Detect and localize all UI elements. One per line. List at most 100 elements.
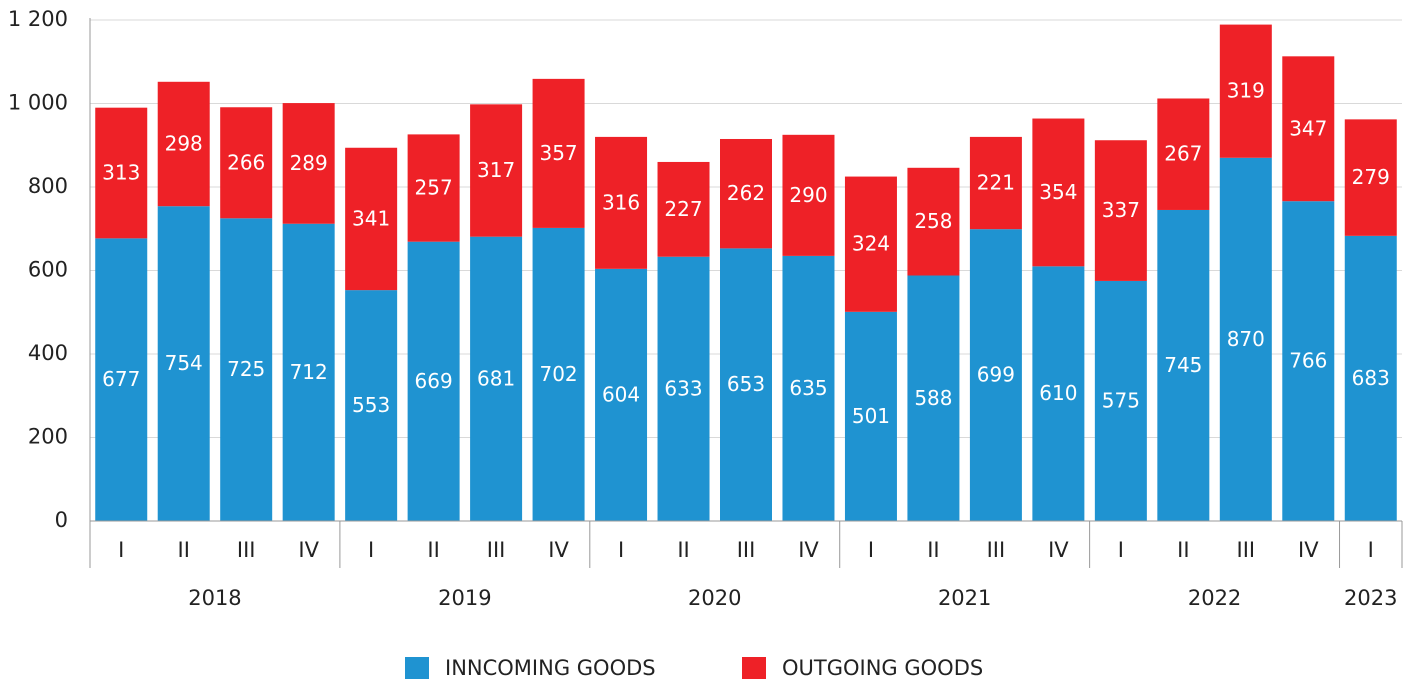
bar-segment <box>1344 235 1397 521</box>
y-tick-label: 400 <box>28 341 68 365</box>
value-label: 699 <box>977 363 1015 387</box>
group-label: 2018 <box>188 586 241 610</box>
group-label: 2020 <box>688 586 741 610</box>
bar-segment <box>282 223 335 522</box>
value-label: 289 <box>290 151 328 175</box>
value-label: 298 <box>165 131 203 155</box>
value-label: 501 <box>852 404 890 428</box>
bar-segment <box>1344 119 1397 236</box>
bar-segment <box>95 238 148 522</box>
bar-segment <box>407 134 460 242</box>
bar-segment <box>657 161 710 257</box>
bar-segment <box>1219 157 1272 521</box>
group-label: 2022 <box>1188 586 1241 610</box>
bar-segment <box>969 229 1022 522</box>
group-label: 2019 <box>438 586 491 610</box>
x-tick-label: I <box>1368 538 1374 562</box>
bar-segment <box>345 147 398 291</box>
value-label: 347 <box>1289 116 1327 140</box>
bar-segment <box>720 248 772 521</box>
x-tick-label: IV <box>1048 538 1069 562</box>
legend-label: OUTGOING GOODS <box>782 656 983 680</box>
bar-segment <box>844 176 897 312</box>
value-label: 575 <box>1102 388 1140 412</box>
value-label: 258 <box>914 209 952 233</box>
bar-segment <box>1032 266 1085 521</box>
value-label: 227 <box>664 197 702 221</box>
bar-segment <box>407 241 460 521</box>
value-label: 681 <box>477 366 515 390</box>
bar-segment <box>907 167 960 276</box>
value-label: 683 <box>1352 366 1390 390</box>
value-label: 702 <box>539 362 577 386</box>
legend-swatch <box>742 657 766 679</box>
group-label: 2021 <box>938 586 991 610</box>
bar-segment <box>282 103 335 224</box>
value-label: 653 <box>727 372 765 396</box>
value-label: 604 <box>602 382 640 406</box>
bar-segment <box>907 275 960 521</box>
value-label: 266 <box>227 150 265 174</box>
value-label: 262 <box>727 181 765 205</box>
x-tick-label: III <box>987 538 1006 562</box>
x-tick-label: III <box>237 538 256 562</box>
value-label: 588 <box>914 386 952 410</box>
bar-segment <box>1219 24 1272 158</box>
value-label: 317 <box>477 158 515 182</box>
x-tick-label: IV <box>298 538 319 562</box>
value-label: 610 <box>1039 381 1077 405</box>
value-label: 870 <box>1227 327 1265 351</box>
bar-segment <box>157 81 210 207</box>
value-label: 357 <box>539 141 577 165</box>
value-label: 712 <box>290 360 328 384</box>
bar-segment <box>532 227 585 522</box>
bar-segment <box>969 136 1022 230</box>
y-tick-label: 200 <box>28 425 68 449</box>
bar-segment <box>220 107 273 219</box>
x-tick-label: I <box>1118 538 1124 562</box>
bar-segment <box>1094 140 1147 281</box>
value-label: 754 <box>165 351 203 375</box>
bar-segment <box>720 138 772 249</box>
bar-segment <box>345 290 398 521</box>
bar-segment <box>95 107 148 239</box>
value-label: 319 <box>1227 79 1265 103</box>
y-tick-label: 1 000 <box>8 91 68 115</box>
value-label: 633 <box>664 376 702 400</box>
x-tick-label: III <box>1237 538 1256 562</box>
value-label: 635 <box>789 376 827 400</box>
value-label: 677 <box>102 367 140 391</box>
x-tick-label: III <box>737 538 756 562</box>
value-label: 341 <box>352 206 390 230</box>
value-label: 745 <box>1164 353 1202 377</box>
bar-segment <box>1157 98 1210 210</box>
legend-swatch <box>405 657 429 679</box>
bar-segment <box>470 236 523 521</box>
value-label: 725 <box>227 357 265 381</box>
value-label: 354 <box>1039 180 1077 204</box>
bar-segment <box>1157 209 1210 521</box>
x-tick-label: IV <box>548 538 569 562</box>
value-label: 324 <box>852 232 890 256</box>
value-label: 257 <box>415 176 453 200</box>
x-tick-label: III <box>487 538 506 562</box>
value-label: 279 <box>1352 165 1390 189</box>
x-tick-label: II <box>677 538 689 562</box>
bar-segment <box>1282 201 1335 521</box>
value-label: 267 <box>1164 142 1202 166</box>
y-tick-label: 800 <box>28 174 68 198</box>
y-tick-label: 0 <box>55 508 68 532</box>
value-label: 669 <box>415 369 453 393</box>
x-tick-label: II <box>927 538 939 562</box>
x-tick-label: IV <box>798 538 819 562</box>
value-label: 553 <box>352 393 390 417</box>
y-tick-label: 1 200 <box>8 7 68 31</box>
bar-segment <box>220 218 273 521</box>
x-tick-label: IV <box>1298 538 1319 562</box>
x-tick-label: II <box>1177 538 1189 562</box>
bar-segment <box>157 206 210 521</box>
bar-segment <box>782 134 835 256</box>
value-label: 290 <box>789 183 827 207</box>
bar-segment <box>470 104 523 237</box>
